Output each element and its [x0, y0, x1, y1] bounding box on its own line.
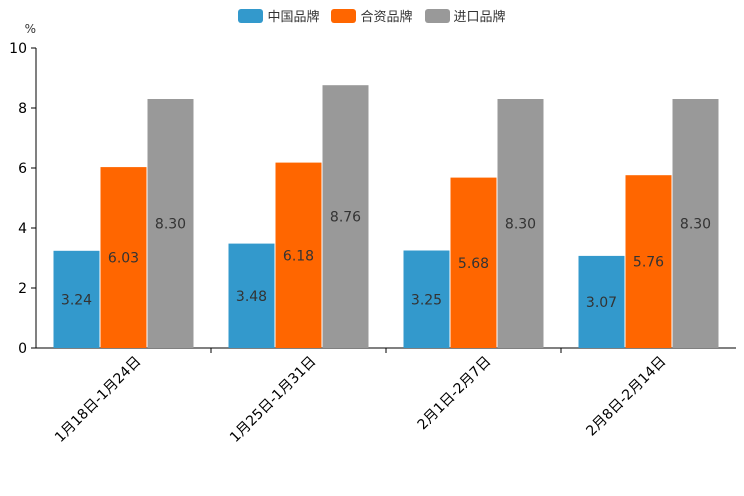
- data-label: 6.18: [283, 248, 314, 264]
- data-label: 8.30: [680, 217, 711, 233]
- bar-2-3[interactable]: [672, 99, 719, 348]
- data-label: 3.07: [586, 295, 617, 311]
- x-tick-label: 1月18日-1月24日: [52, 354, 144, 446]
- bar-1-1[interactable]: [275, 162, 322, 348]
- bar-0-0[interactable]: [53, 250, 100, 348]
- bar-0-1[interactable]: [228, 243, 275, 348]
- y-tick-label: 8: [18, 101, 27, 117]
- bar-1-2[interactable]: [450, 177, 497, 348]
- y-tick-label: 10: [9, 41, 27, 57]
- x-tick-label: 2月1日-2月7日: [415, 354, 495, 434]
- data-label: 6.03: [108, 251, 139, 267]
- legend-swatch-china: [238, 8, 264, 23]
- data-label: 8.76: [330, 210, 361, 226]
- legend-label-import: 进口品牌: [453, 10, 506, 25]
- bar-0-3[interactable]: [578, 255, 625, 348]
- data-label: 3.48: [236, 289, 267, 305]
- legend-item-import[interactable]: 进口品牌: [424, 6, 506, 25]
- legend-swatch-joint: [331, 8, 357, 23]
- bar-1-3[interactable]: [625, 175, 672, 348]
- legend-label-joint: 合资品牌: [360, 10, 413, 25]
- bar-2-2[interactable]: [497, 99, 544, 348]
- legend: 中国品牌 合资品牌 进口品牌: [0, 6, 744, 25]
- data-label: 3.25: [411, 292, 442, 308]
- y-tick-label: 4: [18, 221, 27, 237]
- legend-label-china: 中国品牌: [267, 10, 320, 25]
- legend-item-joint[interactable]: 合资品牌: [331, 6, 413, 25]
- y-axis-unit: %: [25, 22, 36, 36]
- bar-2-0[interactable]: [147, 99, 194, 348]
- data-label: 8.30: [505, 217, 536, 233]
- y-tick-label: 2: [18, 281, 27, 297]
- y-tick-label: 0: [18, 341, 27, 357]
- data-label: 3.24: [61, 292, 92, 308]
- x-tick-label: 1月25日-1月31日: [227, 354, 319, 446]
- data-label: 8.30: [155, 217, 186, 233]
- bar-1-0[interactable]: [100, 167, 147, 348]
- bar-0-2[interactable]: [403, 250, 450, 349]
- legend-swatch-import: [424, 8, 450, 23]
- bar-2-1[interactable]: [322, 85, 369, 348]
- y-tick-label: 6: [18, 161, 27, 177]
- x-tick-label: 2月8日-2月14日: [583, 354, 669, 440]
- legend-item-china[interactable]: 中国品牌: [238, 6, 319, 25]
- data-label: 5.76: [633, 255, 664, 271]
- data-label: 5.68: [458, 256, 489, 272]
